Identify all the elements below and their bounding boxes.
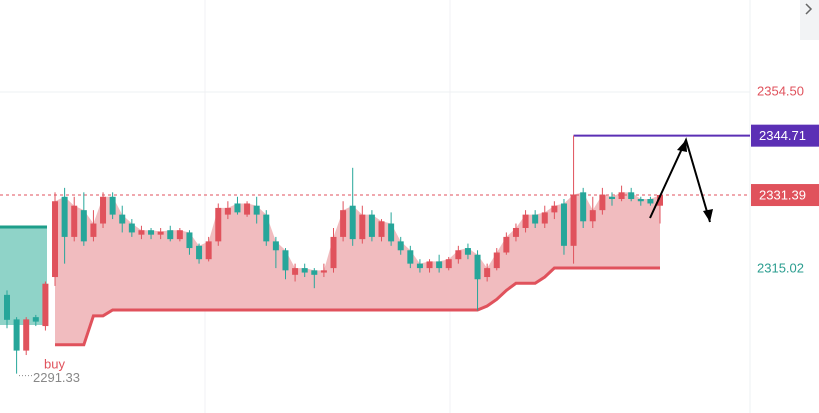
arrow-head — [677, 140, 687, 152]
candle-body — [167, 230, 174, 240]
candle-body — [157, 231, 164, 235]
candle-body — [13, 319, 20, 351]
candle-body — [61, 196, 68, 237]
candle-body — [359, 214, 366, 240]
candle-body — [532, 214, 539, 224]
price-tag-label: 2315.02 — [757, 260, 804, 275]
candle-body — [628, 192, 635, 200]
candle-body — [426, 261, 433, 269]
price-tag-box — [751, 124, 819, 147]
candle-body — [618, 192, 625, 200]
candle-body — [388, 223, 395, 242]
candle-body — [397, 241, 404, 251]
price-tag-label: 2344.71 — [759, 128, 806, 143]
candle-body — [244, 203, 251, 215]
candle-body — [493, 252, 500, 269]
candle-body — [176, 230, 183, 240]
candle-body — [407, 250, 414, 264]
candle-body — [109, 196, 116, 215]
candle-body — [52, 201, 59, 278]
candle-body — [349, 205, 356, 240]
candle-body — [599, 194, 606, 211]
candle-body — [128, 223, 135, 233]
candle-body — [71, 205, 78, 237]
candle-body — [205, 241, 212, 260]
drawn-arrows — [649, 137, 713, 223]
candle-body — [311, 270, 318, 275]
candle-body — [215, 207, 222, 242]
candle-body — [119, 214, 126, 224]
candle-body — [589, 210, 596, 222]
candle-body — [551, 205, 558, 213]
candle-body — [378, 221, 385, 237]
candle-body — [541, 212, 548, 224]
candle-body — [272, 241, 279, 251]
chevron-icon — [805, 3, 813, 15]
candle-body — [90, 223, 97, 237]
candle-body — [484, 268, 491, 278]
candle-body — [263, 214, 270, 242]
candle-body — [580, 192, 587, 222]
candle-body — [570, 194, 577, 246]
candle-body — [224, 207, 231, 215]
candle-body — [253, 205, 260, 215]
y-tick-label: 2354.50 — [757, 83, 804, 98]
candle-body — [503, 236, 510, 253]
candle-body — [340, 210, 347, 237]
trailing-stop-line — [55, 266, 660, 347]
candle-body — [282, 250, 289, 271]
candle-body — [320, 270, 327, 273]
candle-body — [445, 259, 452, 269]
candle-body — [436, 261, 443, 269]
candle-body — [292, 268, 299, 275]
candle-body — [4, 294, 10, 320]
candle-body — [464, 248, 471, 255]
candle-body — [138, 230, 145, 235]
candle-body — [416, 263, 423, 269]
candle-body — [608, 196, 615, 200]
candle-body — [196, 245, 203, 260]
arrow-head — [703, 209, 713, 222]
candle-body — [23, 319, 30, 351]
price-tag-box — [751, 184, 819, 207]
candle-body — [637, 199, 644, 202]
buy-annotation: buy — [44, 356, 65, 371]
candle-body — [234, 203, 241, 213]
candle-body — [647, 199, 654, 204]
candle-body — [657, 195, 663, 206]
candle-body — [368, 214, 375, 237]
candle-body — [455, 250, 462, 260]
scroll-button[interactable] — [800, 0, 819, 40]
candle-body — [301, 268, 308, 273]
candle-body — [474, 254, 481, 280]
candle-body — [148, 230, 155, 235]
candle-body — [100, 196, 107, 224]
candle-body — [330, 236, 337, 269]
candle-body — [560, 203, 567, 246]
candle-body — [512, 227, 519, 237]
candle-body — [80, 210, 87, 242]
candle-body — [32, 317, 39, 322]
price-tag-label: 2331.39 — [759, 187, 806, 202]
profit-area — [55, 192, 660, 345]
low-label: 2291.33 — [33, 370, 80, 385]
candle-body — [186, 232, 193, 249]
candle-body — [42, 283, 49, 327]
candle-body — [522, 214, 529, 228]
